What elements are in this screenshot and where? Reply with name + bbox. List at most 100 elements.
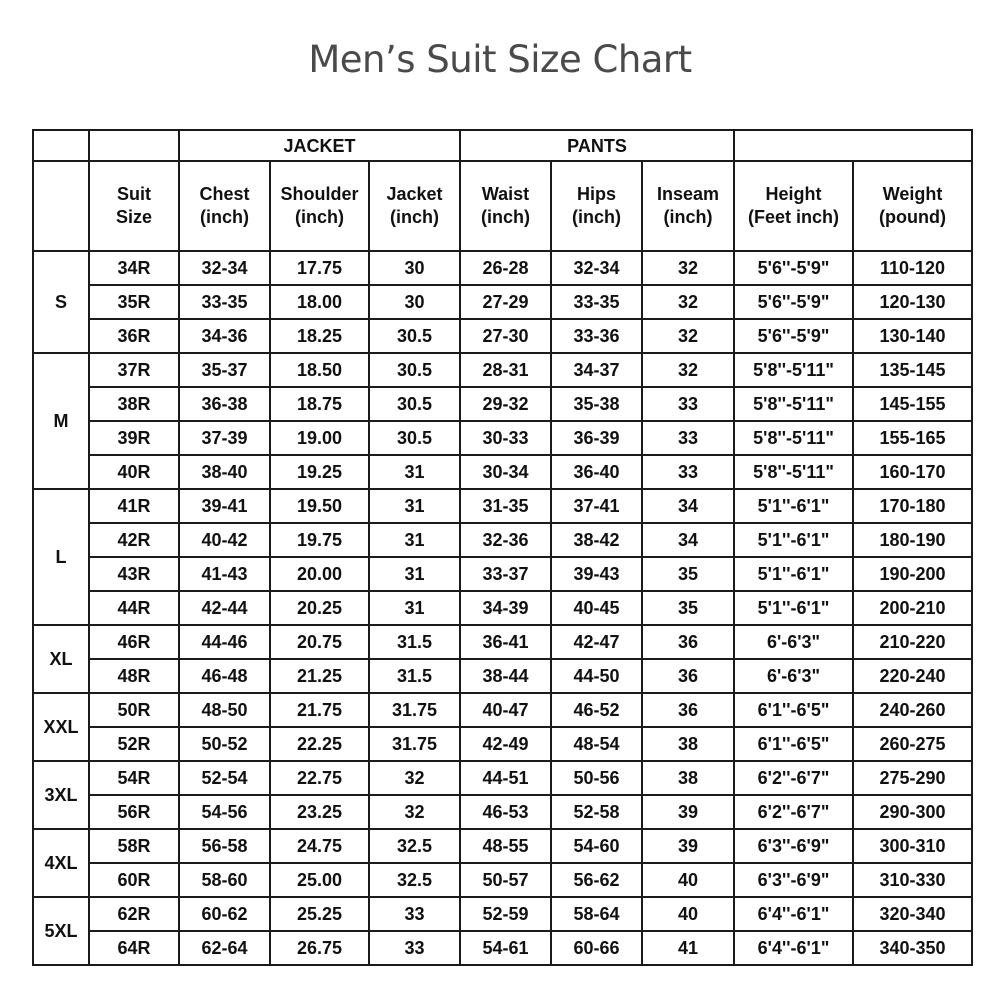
cell-suit-size: 38R <box>88 386 180 422</box>
cell-suit-size: 37R <box>88 352 180 388</box>
cell-hips: 50-56 <box>550 760 643 796</box>
cell-weight: 120-130 <box>852 284 974 320</box>
table-row: 56R 54-56 23.25 32 46-53 52-58 39 6'2''-6'7" 290… <box>33 794 974 830</box>
cell-inseam: 41 <box>640 930 736 966</box>
cell-weight: 260-275 <box>852 726 974 762</box>
column-header-line: (inch) <box>572 207 621 227</box>
cell-hips: 56-62 <box>550 862 643 898</box>
cell-hips: 44-50 <box>550 658 643 694</box>
cell-chest: 58-60 <box>178 862 271 898</box>
cell-inseam: 40 <box>640 896 736 932</box>
cell-weight: 180-190 <box>852 522 974 558</box>
cell-height: 5'8''-5'11" <box>733 420 855 456</box>
cell-hips: 33-35 <box>550 284 643 320</box>
cell-inseam: 36 <box>640 692 736 728</box>
cell-suit-size: 34R <box>88 250 180 286</box>
cell-weight: 110-120 <box>852 250 974 286</box>
table-row: 39R 37-39 19.00 30.5 30-33 36-39 33 5'8''-5'11"… <box>33 420 974 456</box>
column-header-line: Inseam <box>656 184 720 204</box>
cell-shoulder: 18.75 <box>269 386 370 422</box>
cell-suit-size: 58R <box>88 828 180 864</box>
cell-shoulder: 18.25 <box>269 318 370 354</box>
column-header-line: Shoulder <box>280 184 359 204</box>
cell-jacket: 32.5 <box>368 828 461 864</box>
cell-jacket: 30 <box>368 284 461 320</box>
table-row: 43R 41-43 20.00 31 33-37 39-43 35 5'1''-6'1" 190… <box>33 556 974 592</box>
cell-height: 6'3''-6'9" <box>733 828 855 864</box>
empty-cell <box>88 129 180 162</box>
cell-shoulder: 20.00 <box>269 556 370 592</box>
cell-jacket: 31 <box>368 556 461 592</box>
cell-chest: 34-36 <box>178 318 271 354</box>
cell-inseam: 34 <box>640 488 736 524</box>
table-row: 42R 40-42 19.75 31 32-36 38-42 34 5'1''-6'1" 180… <box>33 522 974 558</box>
cell-suit-size: 46R <box>88 624 180 660</box>
cell-waist: 29-32 <box>459 386 552 422</box>
cell-waist: 30-34 <box>459 454 552 490</box>
page-title: Men’s Suit Size Chart <box>308 38 692 81</box>
cell-suit-size: 36R <box>88 318 180 354</box>
column-header-line: Weight <box>882 184 943 204</box>
cell-chest: 38-40 <box>178 454 271 490</box>
column-header-line: Jacket <box>386 184 443 204</box>
cell-weight: 300-310 <box>852 828 974 864</box>
cell-shoulder: 19.00 <box>269 420 370 456</box>
cell-weight: 200-210 <box>852 590 974 626</box>
cell-waist: 31-35 <box>459 488 552 524</box>
table-row: XL 46R 44-46 20.75 31.5 36-41 42-47 36 6'-6'3" 21… <box>32 624 974 694</box>
jacket-group-header: JACKET <box>178 129 461 162</box>
cell-height: 5'1''-6'1" <box>733 590 855 626</box>
group-header-row: JACKET PANTS <box>32 129 974 162</box>
column-header-line: (inch) <box>200 207 249 227</box>
column-header-waist: Waist (inch) <box>459 160 552 252</box>
cell-weight: 275-290 <box>852 760 974 796</box>
cell-hips: 37-41 <box>550 488 643 524</box>
cell-shoulder: 22.75 <box>269 760 370 796</box>
cell-jacket: 31 <box>368 454 461 490</box>
pants-group-header: PANTS <box>458 129 736 162</box>
cell-suit-size: 50R <box>88 692 180 728</box>
cell-shoulder: 21.75 <box>269 692 370 728</box>
cell-height: 5'6''-5'9" <box>733 250 855 286</box>
cell-suit-size: 62R <box>88 896 180 932</box>
cell-suit-size: 52R <box>88 726 180 762</box>
cell-suit-size: 48R <box>88 658 180 694</box>
cell-waist: 36-41 <box>459 624 552 660</box>
cell-inseam: 35 <box>640 590 736 626</box>
size-group-label: 4XL <box>32 828 90 898</box>
column-header-line: Suit <box>117 184 151 204</box>
cell-shoulder: 17.75 <box>269 250 370 286</box>
cell-chest: 62-64 <box>178 930 271 966</box>
cell-shoulder: 24.75 <box>269 828 370 864</box>
cell-weight: 160-170 <box>852 454 974 490</box>
cell-waist: 54-61 <box>459 930 552 966</box>
cell-height: 5'1''-6'1" <box>733 522 855 558</box>
cell-chest: 54-56 <box>178 794 271 830</box>
cell-height: 6'3''-6'9" <box>733 862 855 898</box>
table-row: 40R 38-40 19.25 31 30-34 36-40 33 5'8''-5'11" 16… <box>33 454 974 490</box>
column-header-inseam: Inseam (inch) <box>640 160 736 252</box>
cell-height: 6'1''-6'5" <box>733 692 855 728</box>
cell-chest: 39-41 <box>178 488 271 524</box>
size-group-label: 3XL <box>32 760 90 830</box>
cell-inseam: 36 <box>640 658 736 694</box>
cell-waist: 50-57 <box>459 862 552 898</box>
column-header-line: Height <box>765 184 822 204</box>
cell-inseam: 40 <box>640 862 736 898</box>
cell-jacket: 32 <box>368 760 461 796</box>
cell-weight: 210-220 <box>852 624 974 660</box>
table-row: 36R 34-36 18.25 30.5 27-30 33-36 32 5'6''-5'9" 1… <box>33 318 974 354</box>
cell-chest: 35-37 <box>178 352 271 388</box>
column-header-line: (inch) <box>663 207 713 227</box>
size-group-label: XL <box>32 624 90 694</box>
cell-height: 5'8''-5'11" <box>733 386 855 422</box>
cell-waist: 33-37 <box>459 556 552 592</box>
column-header-line: (inch) <box>481 207 530 227</box>
cell-hips: 36-40 <box>550 454 643 490</box>
cell-chest: 52-54 <box>178 760 271 796</box>
cell-suit-size: 64R <box>88 930 180 966</box>
cell-height: 6'2''-6'7" <box>733 760 855 796</box>
cell-inseam: 38 <box>640 726 736 762</box>
cell-waist: 52-59 <box>459 896 552 932</box>
cell-weight: 155-165 <box>852 420 974 456</box>
